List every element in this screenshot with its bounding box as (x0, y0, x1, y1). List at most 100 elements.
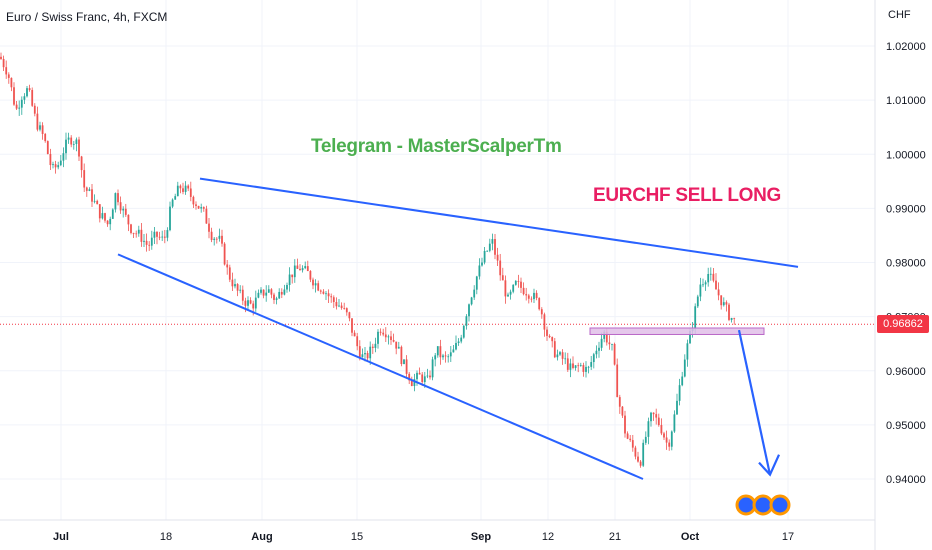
candle-body (179, 185, 182, 189)
candle-body (405, 359, 408, 374)
candle-body (590, 362, 593, 367)
candle-body (722, 302, 725, 306)
candle-body (239, 289, 242, 291)
candle-body (332, 297, 335, 303)
candle-body (114, 193, 117, 210)
candle-body (361, 354, 364, 358)
candle-body (205, 208, 208, 224)
candle-body (288, 274, 291, 285)
candle-body (566, 358, 569, 370)
candle-body (444, 355, 447, 357)
candle-body (694, 306, 697, 329)
candle-body (304, 266, 307, 269)
candle-body (210, 231, 213, 240)
candle-body (366, 353, 369, 359)
candle-body (262, 289, 265, 296)
candle-body (322, 291, 325, 294)
candle-body (169, 206, 171, 231)
candle-body (673, 414, 676, 432)
candle-body (423, 376, 426, 383)
candle-body (525, 294, 528, 296)
candle-body (228, 267, 231, 280)
event-badges (735, 494, 791, 516)
candle-body (208, 223, 210, 232)
candle-body (338, 305, 340, 307)
x-tick-label: 15 (351, 531, 363, 543)
candle-body (426, 375, 429, 377)
last-price-tag: 0.96862 (877, 315, 929, 333)
candle-body (455, 342, 457, 350)
candle-body (195, 204, 197, 206)
candle-body (59, 160, 62, 166)
candle-body (647, 421, 650, 437)
candle-body (44, 133, 47, 142)
candle-body (704, 282, 707, 285)
candle-body (488, 243, 491, 251)
candle-body (130, 224, 132, 233)
x-tick-label: 17 (782, 531, 794, 543)
candle-body (400, 346, 403, 365)
candle-body (270, 289, 273, 295)
upper-trend-line (199, 177, 799, 268)
candle-body (725, 302, 728, 305)
candle-body (345, 308, 348, 313)
x-tick-label: 12 (542, 531, 554, 543)
candle-body (31, 90, 34, 106)
candle-body (182, 188, 184, 192)
candle-body (707, 273, 710, 283)
candle-body (62, 153, 65, 161)
candle-body (473, 289, 476, 298)
candle-body (655, 414, 658, 418)
candle-body (447, 356, 450, 358)
candle-body (449, 352, 452, 357)
candle-body (605, 331, 608, 343)
candle-body (215, 238, 218, 240)
candle-body (330, 296, 333, 298)
candle-body (267, 289, 270, 293)
candle-body (434, 355, 437, 360)
candle-body (247, 300, 249, 306)
candle-body (111, 209, 114, 219)
candle-body (665, 437, 668, 443)
candle-body (598, 347, 600, 351)
candle-body (709, 273, 712, 275)
candle-body (611, 343, 613, 345)
candle-body (639, 461, 642, 466)
candle-body (582, 365, 585, 372)
candle-body (301, 268, 304, 271)
candle-body (257, 292, 260, 298)
candle-body (5, 67, 8, 75)
candle-body (241, 289, 244, 301)
candle-body (299, 268, 301, 271)
price-axis: 1.020001.010001.000000.990000.980000.970… (886, 41, 926, 486)
candle-body (176, 185, 179, 197)
candle-body (509, 291, 512, 295)
candle-body (416, 372, 418, 380)
candle-body (0, 56, 2, 59)
candle-body (244, 300, 247, 306)
candle-body (475, 276, 478, 290)
chart-title: Euro / Swiss Franc, 4h, FXCM (6, 10, 168, 24)
candle-body (80, 156, 83, 171)
candle-body (356, 336, 359, 347)
candle-body (696, 296, 699, 307)
candle-body (278, 291, 281, 299)
candle-body (462, 325, 465, 338)
candle-body (564, 358, 567, 360)
candle-body (13, 87, 15, 105)
candle-body (39, 125, 41, 130)
candle-body (325, 293, 327, 295)
candle-body (720, 295, 723, 306)
candle-body (174, 196, 177, 200)
candle-body (249, 300, 252, 304)
candle-body (156, 231, 158, 237)
candle-body (569, 363, 572, 370)
candle-body (587, 366, 590, 368)
candle-body (686, 343, 689, 360)
candle-body (457, 341, 460, 343)
candle-body (387, 336, 390, 338)
candle-body (629, 438, 632, 441)
candle-body (119, 202, 122, 211)
candle-body (7, 74, 10, 78)
